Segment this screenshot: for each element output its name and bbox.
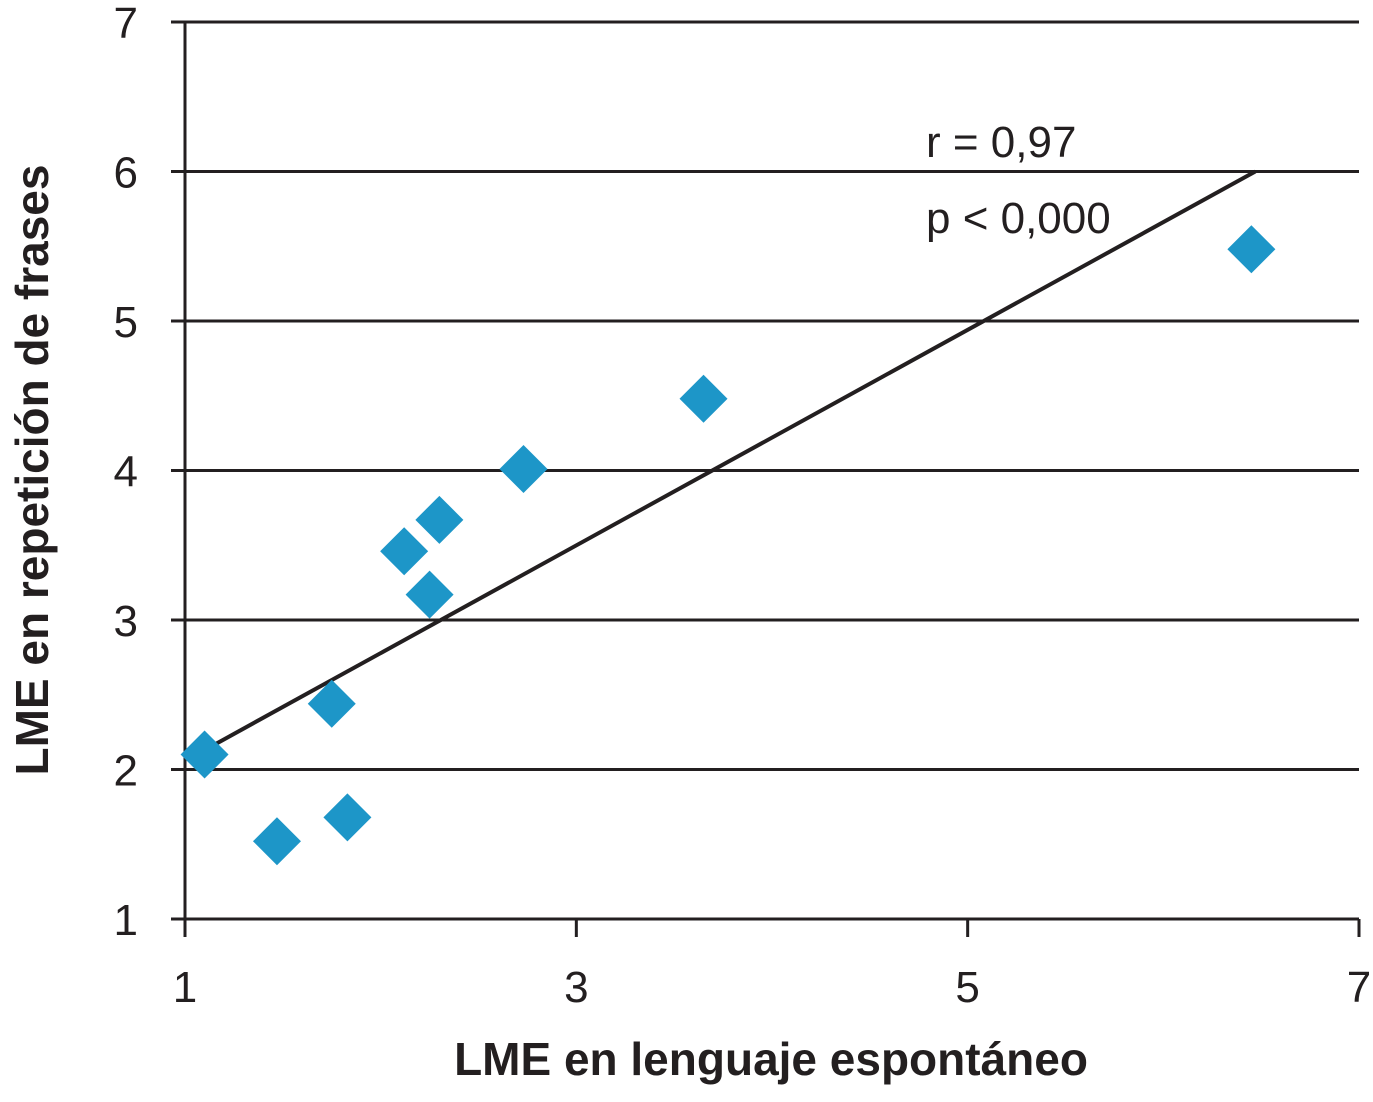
data-point bbox=[380, 527, 429, 576]
x-tick-label: 1 bbox=[173, 963, 197, 1012]
data-point bbox=[415, 495, 464, 544]
x-tick-label: 5 bbox=[955, 963, 979, 1012]
point-layer bbox=[180, 225, 1276, 866]
data-point bbox=[323, 793, 372, 842]
data-point bbox=[679, 374, 728, 423]
trendline bbox=[203, 169, 1257, 752]
grid-layer bbox=[185, 20, 1359, 921]
data-point bbox=[405, 570, 454, 619]
y-tick-label: 4 bbox=[114, 448, 138, 497]
data-point bbox=[180, 730, 229, 779]
y-tick-label: 5 bbox=[114, 298, 138, 347]
y-tick-label: 3 bbox=[114, 597, 138, 646]
x-axis-title: LME en lenguaje espontáneo bbox=[454, 1033, 1088, 1085]
y-tick-label: 6 bbox=[114, 149, 138, 198]
annotation-p-value: p < 0,000 bbox=[926, 194, 1111, 243]
y-tick-label: 2 bbox=[114, 747, 138, 796]
x-tick-label: 3 bbox=[564, 963, 588, 1012]
x-tick-label: 7 bbox=[1347, 963, 1371, 1012]
data-point bbox=[252, 817, 301, 866]
data-point bbox=[307, 679, 356, 728]
data-point bbox=[1227, 225, 1276, 274]
tick-layer: 1 2 3 4 5 6 7 1 3 5 7 bbox=[114, 0, 1372, 1012]
y-axis-title: LME en repetición de frases bbox=[6, 165, 58, 776]
y-tick-label: 7 bbox=[114, 0, 138, 48]
y-tick-label: 1 bbox=[114, 896, 138, 945]
annotation-correlation: r = 0,97 bbox=[926, 118, 1076, 167]
data-point bbox=[499, 445, 548, 494]
